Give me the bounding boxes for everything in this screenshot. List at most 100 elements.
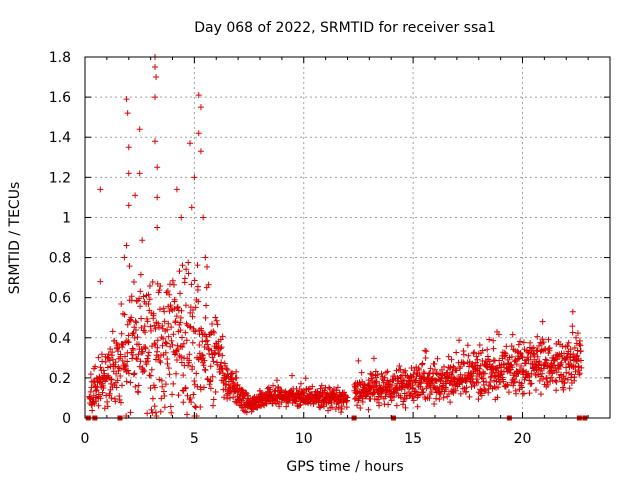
data-point — [569, 308, 576, 315]
y-tick-label: 0.4 — [49, 331, 71, 347]
data-point — [476, 341, 483, 348]
data-point — [207, 377, 214, 384]
data-point — [173, 186, 180, 193]
data-point — [178, 359, 185, 366]
data-point — [123, 242, 130, 249]
data-point — [509, 331, 516, 338]
data-point — [179, 343, 186, 350]
data-point — [553, 387, 560, 394]
data-point — [393, 402, 400, 409]
data-point — [574, 352, 581, 359]
data-point — [142, 345, 149, 352]
data-point — [156, 357, 163, 364]
data-point — [527, 339, 534, 346]
data-point — [520, 339, 527, 346]
data-point — [535, 342, 542, 349]
data-point — [169, 391, 176, 398]
data-point — [136, 126, 143, 133]
x-tick-label: 10 — [295, 431, 313, 447]
data-point — [168, 409, 175, 416]
data-point — [230, 394, 237, 401]
data-point — [161, 318, 168, 325]
data-point — [399, 378, 406, 385]
data-point — [218, 344, 225, 351]
data-point — [527, 353, 534, 360]
data-point — [276, 403, 283, 410]
data-point — [205, 345, 212, 352]
data-point — [87, 371, 94, 378]
data-point — [161, 404, 168, 411]
data-point — [145, 349, 152, 356]
data-point — [372, 368, 379, 375]
data-point — [397, 394, 404, 401]
data-point — [212, 388, 219, 395]
data-point — [442, 386, 449, 393]
data-points — [85, 54, 588, 421]
data-point — [197, 386, 204, 393]
data-point — [577, 357, 584, 364]
data-point — [452, 387, 459, 394]
data-point — [171, 296, 178, 303]
data-point — [149, 279, 156, 286]
data-point — [187, 395, 194, 402]
data-point — [445, 353, 452, 360]
data-point — [132, 318, 139, 325]
data-point — [209, 354, 216, 361]
data-point — [320, 403, 327, 410]
data-point — [210, 402, 217, 409]
data-point — [117, 399, 124, 406]
data-point — [152, 138, 158, 145]
data-point — [125, 370, 132, 377]
data-point — [463, 384, 470, 391]
data-point — [117, 351, 124, 358]
data-point — [191, 277, 198, 284]
data-point — [382, 393, 389, 400]
data-point — [471, 382, 478, 389]
data-point — [145, 358, 152, 365]
data-point — [142, 329, 149, 336]
data-point — [119, 357, 126, 364]
data-point — [137, 271, 144, 278]
data-point — [202, 367, 209, 374]
data-point — [531, 351, 538, 358]
data-point — [457, 390, 464, 397]
data-point — [545, 336, 552, 343]
data-point — [141, 323, 148, 330]
data-point — [121, 362, 128, 369]
data-point — [145, 300, 152, 307]
data-point — [484, 346, 491, 353]
data-point — [305, 386, 312, 393]
data-point — [176, 268, 183, 275]
data-point — [123, 378, 130, 385]
data-point — [433, 395, 440, 402]
data-point — [149, 395, 156, 402]
y-axis-label: SRMTID / TECUs — [7, 182, 23, 295]
data-point — [514, 348, 521, 355]
data-point — [209, 320, 216, 327]
data-point — [536, 359, 543, 366]
data-point — [397, 366, 404, 373]
data-point — [175, 346, 182, 353]
data-point — [577, 348, 584, 355]
data-point — [423, 348, 430, 355]
data-point — [194, 383, 201, 390]
data-point — [388, 397, 395, 404]
data-point — [318, 382, 325, 389]
data-point — [186, 351, 193, 358]
data-point — [373, 378, 380, 385]
data-point — [187, 140, 193, 147]
data-point — [544, 381, 551, 388]
data-point — [309, 383, 316, 390]
data-point — [185, 270, 192, 277]
data-point — [334, 384, 341, 391]
data-point — [569, 329, 576, 336]
data-point — [164, 326, 171, 333]
data-point — [156, 306, 163, 313]
data-point — [107, 346, 114, 353]
data-point — [148, 406, 155, 413]
data-point — [151, 384, 158, 391]
data-point — [431, 400, 438, 407]
data-point — [128, 297, 135, 304]
data-point — [468, 383, 475, 390]
data-point — [199, 351, 206, 358]
